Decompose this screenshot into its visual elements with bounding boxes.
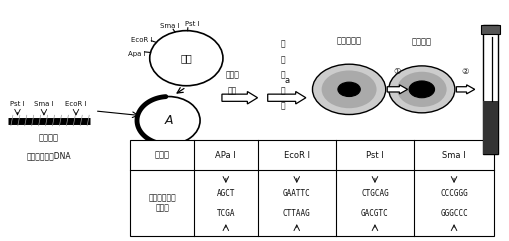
Polygon shape bbox=[456, 85, 474, 94]
Text: A: A bbox=[164, 114, 173, 127]
Text: APa I: APa I bbox=[215, 150, 236, 160]
Text: 转入农: 转入农 bbox=[225, 70, 239, 80]
Text: Apa I: Apa I bbox=[127, 51, 145, 57]
Text: CTGCAG: CTGCAG bbox=[360, 189, 388, 198]
Text: EcoR I: EcoR I bbox=[131, 37, 153, 43]
Text: 识别序列和切
割位点: 识别序列和切 割位点 bbox=[148, 193, 176, 213]
Text: CTTAAG: CTTAAG bbox=[282, 209, 310, 218]
Ellipse shape bbox=[321, 70, 376, 108]
Text: 质粒: 质粒 bbox=[180, 53, 192, 63]
Text: 蕉: 蕉 bbox=[280, 55, 285, 64]
Text: EcoR I: EcoR I bbox=[283, 150, 309, 160]
Text: GGGCCC: GGGCCC bbox=[439, 209, 467, 218]
Text: Pst I: Pst I bbox=[184, 21, 199, 27]
Ellipse shape bbox=[150, 31, 222, 86]
Ellipse shape bbox=[388, 66, 454, 113]
Text: CCCGGG: CCCGGG bbox=[439, 189, 467, 198]
Ellipse shape bbox=[396, 72, 446, 107]
Ellipse shape bbox=[312, 64, 385, 114]
Text: 香蕉组织块: 香蕉组织块 bbox=[336, 36, 361, 45]
Text: 块: 块 bbox=[280, 102, 285, 111]
Text: AGCT: AGCT bbox=[216, 189, 235, 198]
Text: 含抗病基因的DNA: 含抗病基因的DNA bbox=[26, 152, 71, 161]
Text: GAATTC: GAATTC bbox=[282, 189, 310, 198]
Text: 限制酶: 限制酶 bbox=[154, 150, 169, 160]
Bar bbox=[480, 25, 499, 34]
Polygon shape bbox=[386, 85, 407, 94]
Text: ①: ① bbox=[393, 67, 401, 76]
Text: 织: 织 bbox=[280, 86, 285, 95]
Bar bbox=[130, 140, 493, 235]
Bar bbox=[483, 101, 497, 154]
Text: GACGTC: GACGTC bbox=[360, 209, 388, 218]
Text: Pst I: Pst I bbox=[10, 101, 25, 107]
Polygon shape bbox=[267, 92, 305, 104]
Text: EcoR I: EcoR I bbox=[65, 101, 87, 107]
Polygon shape bbox=[221, 92, 257, 104]
Text: 抗病基因: 抗病基因 bbox=[39, 134, 59, 143]
Text: a: a bbox=[284, 76, 289, 85]
Ellipse shape bbox=[137, 97, 200, 144]
Text: Sma I: Sma I bbox=[441, 150, 465, 160]
Text: 愈伤组织: 愈伤组织 bbox=[411, 38, 431, 47]
Text: ②: ② bbox=[461, 67, 468, 76]
Ellipse shape bbox=[337, 82, 359, 97]
Text: Sma I: Sma I bbox=[34, 101, 53, 107]
Text: 组: 组 bbox=[280, 70, 285, 80]
Ellipse shape bbox=[408, 81, 434, 98]
Bar bbox=[483, 25, 497, 154]
Text: 杆菌: 杆菌 bbox=[227, 86, 236, 95]
Text: Sma I: Sma I bbox=[160, 23, 180, 29]
Text: 香: 香 bbox=[280, 39, 285, 48]
Text: TCGA: TCGA bbox=[216, 209, 235, 218]
Text: Pst I: Pst I bbox=[365, 150, 383, 160]
